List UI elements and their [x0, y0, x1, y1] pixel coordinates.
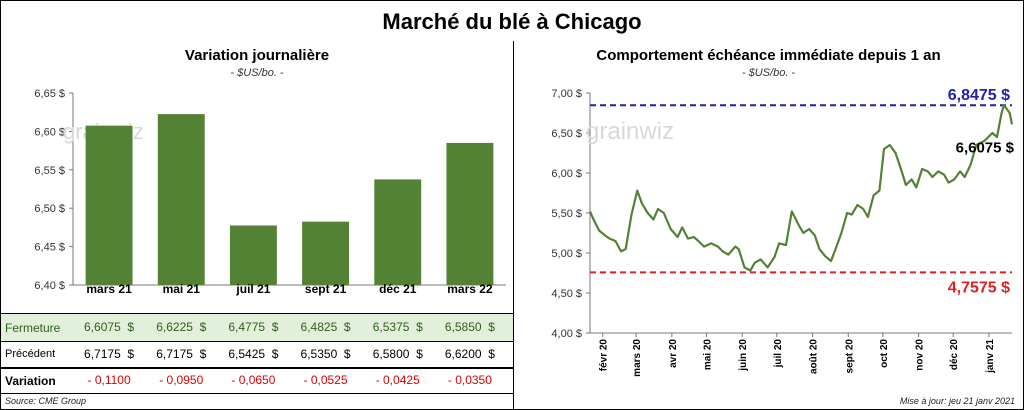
- table-cell: - 0,0950: [159, 373, 204, 387]
- bar: [85, 125, 133, 285]
- previous-row-label: Précédent: [5, 348, 56, 360]
- table-cell: - 0,0525: [303, 373, 348, 387]
- bar-chart: 6,40 $6,45 $6,50 $6,55 $6,60 $6,65 $grai…: [34, 88, 506, 296]
- table-cell: 6,6075 $: [84, 320, 135, 334]
- table-cell: 6,5850 $: [444, 320, 495, 334]
- x-tick-label: août 20: [809, 339, 820, 374]
- table-cell: 6,6200 $: [444, 347, 495, 361]
- table-cell: 6,5800 $: [372, 347, 423, 361]
- y-tick-label: 5,50 $: [551, 208, 582, 220]
- update-note: Mise à jour: jeu 21 janv 2021: [899, 396, 1015, 406]
- last-value-label: 6,6075 $: [956, 139, 1015, 156]
- y-tick-label: 6,45 $: [34, 242, 65, 254]
- x-tick-label: févr 20: [599, 339, 610, 372]
- page-title: Marché du blé à Chicago: [382, 9, 642, 34]
- table-cell: 6,7175 $: [84, 347, 135, 361]
- table-cell: - 0,0650: [231, 373, 276, 387]
- x-tick-label: déc 21: [379, 282, 417, 296]
- x-tick-label: juin 20: [738, 339, 749, 372]
- variation-row-label: Variation: [5, 374, 56, 388]
- y-tick-label: 6,50 $: [34, 203, 65, 215]
- y-tick-label: 6,65 $: [34, 88, 65, 100]
- bar: [446, 142, 494, 285]
- x-tick-label: sept 20: [844, 339, 855, 374]
- y-tick-label: 6,00 $: [551, 168, 582, 180]
- y-tick-label: 6,60 $: [34, 126, 65, 138]
- line-chart-title: Comportement échéance immédiate depuis 1…: [596, 47, 941, 64]
- table-divider: [1, 393, 513, 394]
- x-tick-label: juil 21: [235, 282, 270, 296]
- y-tick-label: 4,00 $: [551, 328, 582, 340]
- x-tick-label: janv 21: [985, 339, 996, 374]
- x-tick-label: mars 20: [632, 339, 643, 377]
- x-tick-label: mai 21: [163, 282, 201, 296]
- x-tick-label: avr 20: [668, 339, 679, 368]
- table-divider: [1, 313, 513, 314]
- y-tick-label: 6,40 $: [34, 280, 65, 292]
- close-row-label: Fermeture: [5, 321, 61, 335]
- table-cell: - 0,0350: [447, 373, 492, 387]
- table-cell: 6,7175 $: [156, 347, 207, 361]
- table-cell: 6,5350 $: [300, 347, 351, 361]
- y-tick-label: 6,55 $: [34, 165, 65, 177]
- y-tick-label: 5,00 $: [551, 248, 582, 260]
- bar: [302, 221, 350, 285]
- price-series-line: [588, 103, 1014, 272]
- table-divider: [1, 368, 513, 369]
- table-cell: 6,5425 $: [228, 347, 279, 361]
- panel-divider: [513, 41, 514, 409]
- x-tick-label: sept 21: [305, 282, 347, 296]
- table-cell: - 0,1100: [87, 373, 131, 387]
- x-tick-label: déc 20: [949, 339, 960, 371]
- bar: [229, 225, 277, 285]
- x-tick-label: juil 20: [773, 339, 784, 369]
- table-cell: 6,5375 $: [372, 320, 423, 334]
- x-tick-label: nov 20: [915, 339, 926, 371]
- table-cell: - 0,0425: [375, 373, 420, 387]
- high-label: 6,8475 $: [948, 87, 1010, 104]
- source-note: Source: CME Group: [5, 396, 87, 406]
- close-row-highlight: [1, 313, 513, 341]
- bar-chart-unit: - $US/bo. -: [230, 67, 284, 79]
- table-cell: 6,4775 $: [228, 320, 279, 334]
- table-divider: [1, 367, 513, 368]
- table-cell: 6,6225 $: [156, 320, 207, 334]
- bar: [157, 114, 205, 285]
- x-tick-label: mars 21: [86, 282, 132, 296]
- y-tick-label: 6,50 $: [551, 128, 582, 140]
- bar: [374, 179, 422, 285]
- x-tick-label: oct 20: [879, 339, 890, 368]
- line-chart-unit: - $US/bo. -: [741, 67, 796, 79]
- x-tick-label: mai 20: [702, 339, 713, 371]
- watermark: grainwiz: [586, 118, 674, 145]
- bar-chart-title: Variation journalière: [184, 47, 330, 64]
- line-chart: 4,00 $ 4,50 $ 5,00 $ 5,50 $ 6,00 $ 6,50 $ 7,00…: [551, 87, 1015, 377]
- x-tick-label: mars 22: [447, 282, 493, 296]
- low-label: 4,7575 $: [948, 279, 1010, 296]
- y-tick-label: 7,00 $: [551, 88, 582, 100]
- table-cell: 6,4825 $: [300, 320, 351, 334]
- y-tick-label: 4,50 $: [551, 288, 582, 300]
- table-divider: [1, 341, 513, 342]
